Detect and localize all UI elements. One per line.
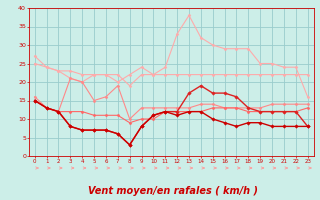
Text: Vent moyen/en rafales ( km/h ): Vent moyen/en rafales ( km/h ) xyxy=(88,186,258,196)
